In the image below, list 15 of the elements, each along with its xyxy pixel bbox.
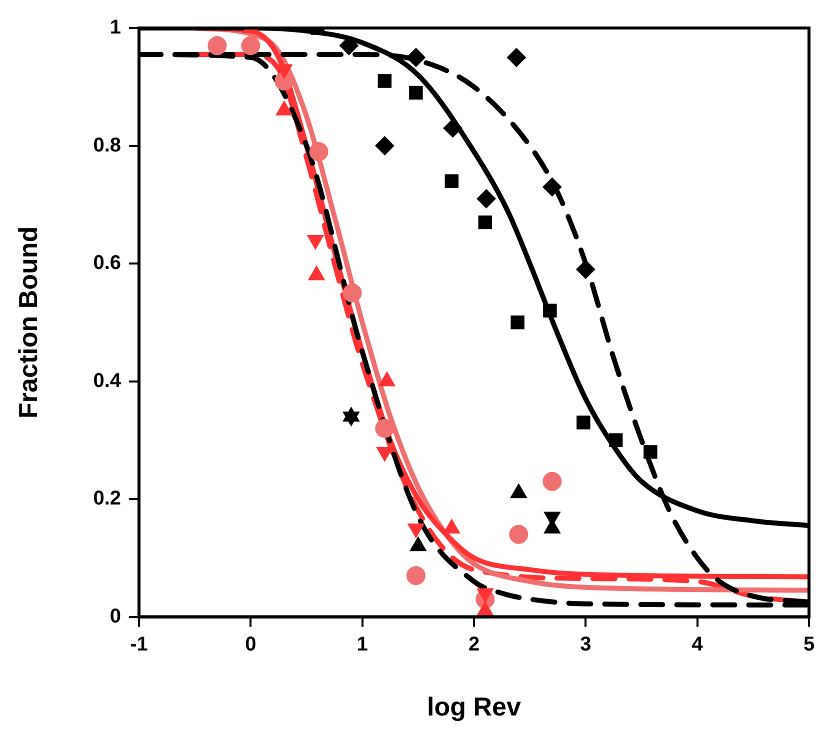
y-tick-label: 0 (110, 605, 122, 628)
x-tick-label: -1 (130, 633, 148, 656)
x-tick-label: 3 (580, 633, 592, 656)
x-tick-label: 0 (245, 633, 256, 656)
y-tick-label: 1 (110, 16, 122, 39)
x-axis-title: log Rev (427, 692, 522, 722)
x-tick-label: 2 (468, 633, 480, 656)
y-tick-label: 0.4 (93, 370, 122, 392)
y-tick-label: 0.2 (93, 488, 122, 510)
x-tick-label: 4 (692, 633, 704, 656)
y-tick-label: 0.6 (93, 252, 122, 274)
x-tick-label: 5 (803, 633, 815, 656)
y-axis-title: Fraction Bound (12, 226, 43, 418)
x-tick-label: 1 (356, 633, 368, 656)
y-tick-label: 0.8 (93, 134, 122, 156)
